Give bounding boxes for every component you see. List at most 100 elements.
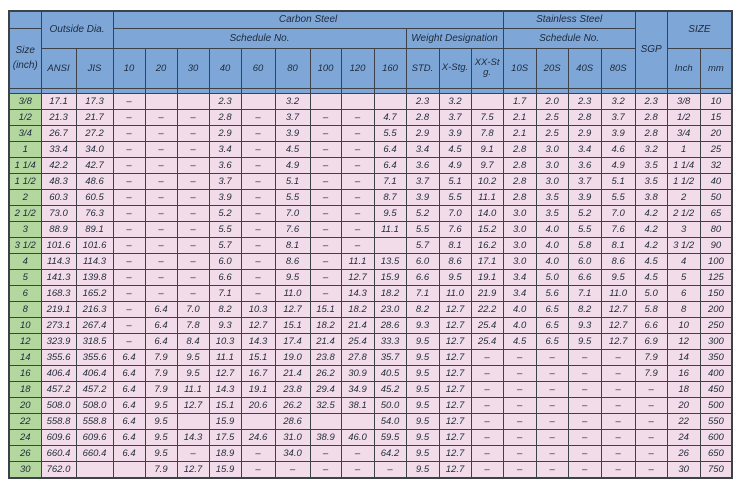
value-cell [75,460,114,478]
value-cell: 7.0 [438,204,472,222]
value-cell: 7.9 [144,460,178,478]
value-cell: 4.0 [502,300,537,318]
value-cell: 3.7 [208,172,242,190]
value-cell: 3.0 [535,140,569,158]
value-cell [112,460,146,478]
value-cell: – [176,252,210,270]
table-row: 2 60.3 60.5– – –3.9–5.5– –8.7 3.9 5.5 11.1 2.8 3.5… [8,188,733,206]
value-cell: 6.9 [634,332,668,350]
value-cell: 27.2 [75,124,114,142]
value-cell: 609.6 [75,428,114,446]
value-cell: 2 1/2 [666,204,701,222]
value-cell: 3 1/2 [666,236,701,254]
value-cell: 7.9 [634,348,668,366]
value-cell: 9.5 [373,204,407,222]
header-schedule-no-stainless: Schedule No. [502,27,636,49]
value-cell: – [502,364,537,382]
value-cell: – [470,348,504,366]
value-cell: 5.5 [600,188,636,206]
value-cell: 6.4 [144,300,178,318]
value-cell: 18.2 [373,284,407,302]
value-cell: 17.5 [208,428,242,446]
header-row-subgroups: Size (inch) Schedule No. Weight Designat… [8,27,732,89]
value-cell: – [309,124,342,142]
value-cell: 23.8 [274,380,311,398]
value-cell: – [600,460,636,478]
header-schedule-100: 100 [309,47,342,89]
value-cell: 9.7 [470,156,504,174]
value-cell: 15.2 [470,220,504,238]
value-cell: – [600,412,636,430]
table-row: 22 558.8 558.8 6.4 9.5 15.9 28.6 54.0 9.5 12.7– – –… [8,412,733,430]
value-cell: 4.0 [535,236,569,254]
value-cell: 4.0 [535,220,569,238]
value-cell: 150 [699,284,733,302]
value-cell: 12.7 [438,396,472,414]
value-cell: 3/8 [666,92,701,110]
value-cell: 4.7 [373,108,407,126]
row-size-cell: 22 [8,412,42,430]
value-cell: 21.7 [75,108,114,126]
table-row: 3 88.9 89.1– – –5.5–7.6– –11.1 5.5 7.6 15.2 3.0 4.… [8,220,733,238]
value-cell: 5.7 [405,236,440,254]
value-cell: 323.9 [40,332,77,350]
header-weight-designation: Weight Designation [405,27,504,49]
value-cell: 457.2 [75,380,114,398]
value-cell: 14.3 [340,284,375,302]
value-cell: 9.5 [144,412,178,430]
value-cell: 26.2 [274,396,311,414]
value-cell: 12.7 [438,380,472,398]
value-cell: 3.6 [567,156,602,174]
value-cell: – [176,220,210,238]
value-cell: – [634,412,668,430]
value-cell: 18 [666,380,701,398]
value-cell: 7.1 [567,284,602,302]
value-cell: 7.8 [176,316,210,334]
value-cell: – [340,204,375,222]
value-cell: 2.3 [208,92,242,110]
value-cell: 5.1 [438,172,472,190]
value-cell: 2.9 [567,124,602,142]
value-cell: 355.6 [40,348,77,366]
value-cell: 9.5 [405,412,440,430]
value-cell [176,92,210,110]
value-cell: – [309,444,342,462]
value-cell: 34.0 [274,444,311,462]
table-row: 3/4 26.7 27.2– – –2.9–3.9– –5.5 2.9 3.9 7.8 2.1 2.… [8,124,733,142]
value-cell: 8.6 [600,252,636,270]
value-cell: 450 [699,380,733,398]
value-cell: 101.6 [40,236,77,254]
value-cell: – [112,268,146,286]
value-cell: – [176,236,210,254]
value-cell: 6.0 [208,252,242,270]
value-cell: 1 1/4 [666,156,701,174]
value-cell: 34.0 [75,140,114,158]
value-cell: – [176,188,210,206]
value-cell: 101.6 [75,236,114,254]
row-size-cell: 3 1/2 [8,236,42,254]
value-cell: 65 [699,204,733,222]
value-cell: 2.3 [634,92,668,110]
value-cell: – [176,172,210,190]
value-cell: 4.5 [274,140,311,158]
value-cell: – [240,236,276,254]
value-cell: – [112,220,146,238]
value-cell: 5.5 [438,188,472,206]
value-cell: 4.2 [634,204,668,222]
header-row-columns: ANSI JIS 10 20 30 40 60 80 100 120 160 S… [9,47,733,89]
header-schedule-80: 80 [274,47,311,89]
value-cell: 18.2 [309,316,342,334]
value-cell: 45.2 [373,380,407,398]
value-cell: – [502,428,537,446]
value-cell: 40.5 [373,364,407,382]
table-row: 6 168.3 165.2– – –7.1–11.0–14.3 18.2 7.1 11.0 21… [8,284,733,302]
value-cell: – [240,284,276,302]
value-cell: 2 [666,188,701,206]
value-cell: 4.6 [600,140,636,158]
value-cell: 17.4 [274,332,311,350]
value-cell: 5.5 [567,220,602,238]
value-cell: 508.0 [40,396,77,414]
value-cell: 7.9 [144,348,178,366]
value-cell: 5.8 [567,236,602,254]
table-row: 2 1/2 73.0 76.3– – –5.2–7.0– –9.5 5.2 7.0 14.0 3.… [8,204,733,222]
